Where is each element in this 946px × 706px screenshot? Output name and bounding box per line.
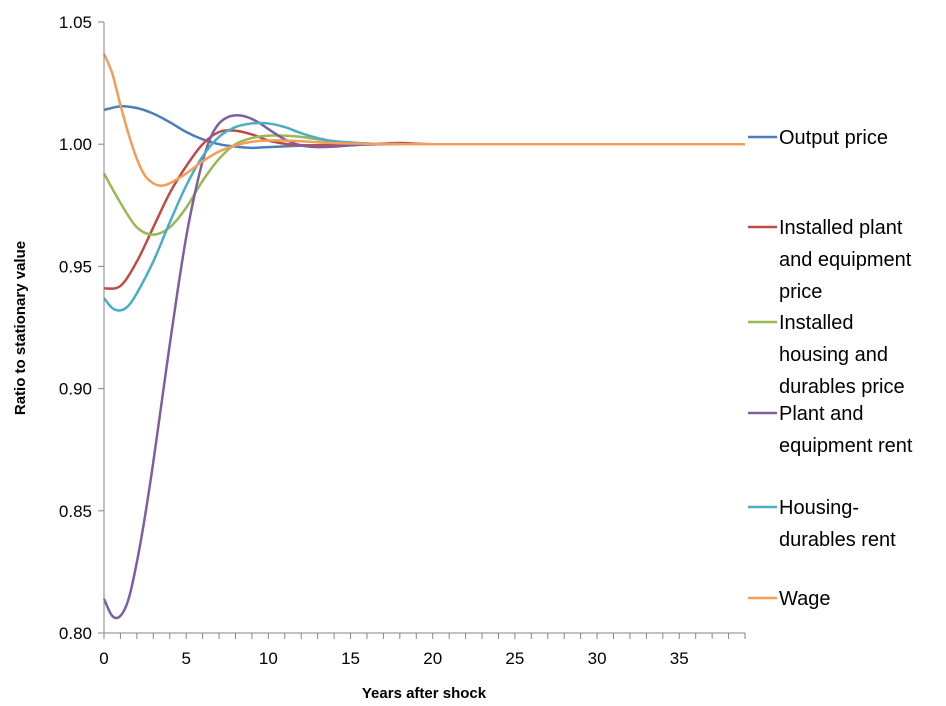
y-tick-label: 0.80 [59, 624, 92, 643]
legend: Output price Installed plant and equipment… [748, 127, 913, 610]
y-tick-label: 1.05 [59, 13, 92, 32]
y-tick-label: 0.95 [59, 257, 92, 276]
series-line-6 [102, 53, 745, 187]
legend-label-1: Output price [779, 127, 888, 149]
legend-label-5: Housing- [779, 497, 859, 519]
series-line-1 [103, 104, 745, 150]
legend-label-5: durables rent [779, 529, 896, 551]
y-tick-label: 0.90 [59, 380, 92, 399]
y-tick-label: 0.85 [59, 502, 92, 521]
legend-label-3: durables price [779, 376, 905, 398]
plot-series-group [102, 53, 745, 620]
legend-label-3: housing and [779, 344, 888, 366]
x-tick-label: 30 [588, 649, 607, 668]
x-tick-label: 5 [181, 649, 190, 668]
x-axis-title: Years after shock [362, 685, 487, 702]
axes-group [98, 21, 746, 639]
x-tick-label: 10 [259, 649, 278, 668]
tick-labels-group: 0.80 0.85 0.90 0.95 1.00 1.05 0 5 10 15 20 25 30 35 [59, 13, 689, 668]
x-tick-label: 20 [423, 649, 442, 668]
series-line-4 [102, 114, 745, 620]
series-line-5 [103, 121, 745, 312]
x-tick-label: 0 [99, 649, 108, 668]
series-line-2 [103, 129, 745, 290]
legend-label-4: equipment rent [779, 435, 913, 457]
x-tick-label: 15 [341, 649, 360, 668]
legend-label-2: price [779, 281, 822, 303]
legend-label-2: Installed plant [779, 217, 903, 239]
y-tick-label: 1.00 [59, 135, 92, 154]
y-axis-title: Ratio to stationary value [12, 241, 29, 415]
legend-label-2: and equipment [779, 249, 912, 271]
x-tick-label: 25 [505, 649, 524, 668]
legend-label-3: Installed [779, 312, 854, 334]
legend-label-6: Wage [779, 588, 831, 610]
x-tick-label: 35 [670, 649, 689, 668]
series-line-3 [102, 134, 745, 236]
legend-label-4: Plant and [779, 403, 864, 425]
